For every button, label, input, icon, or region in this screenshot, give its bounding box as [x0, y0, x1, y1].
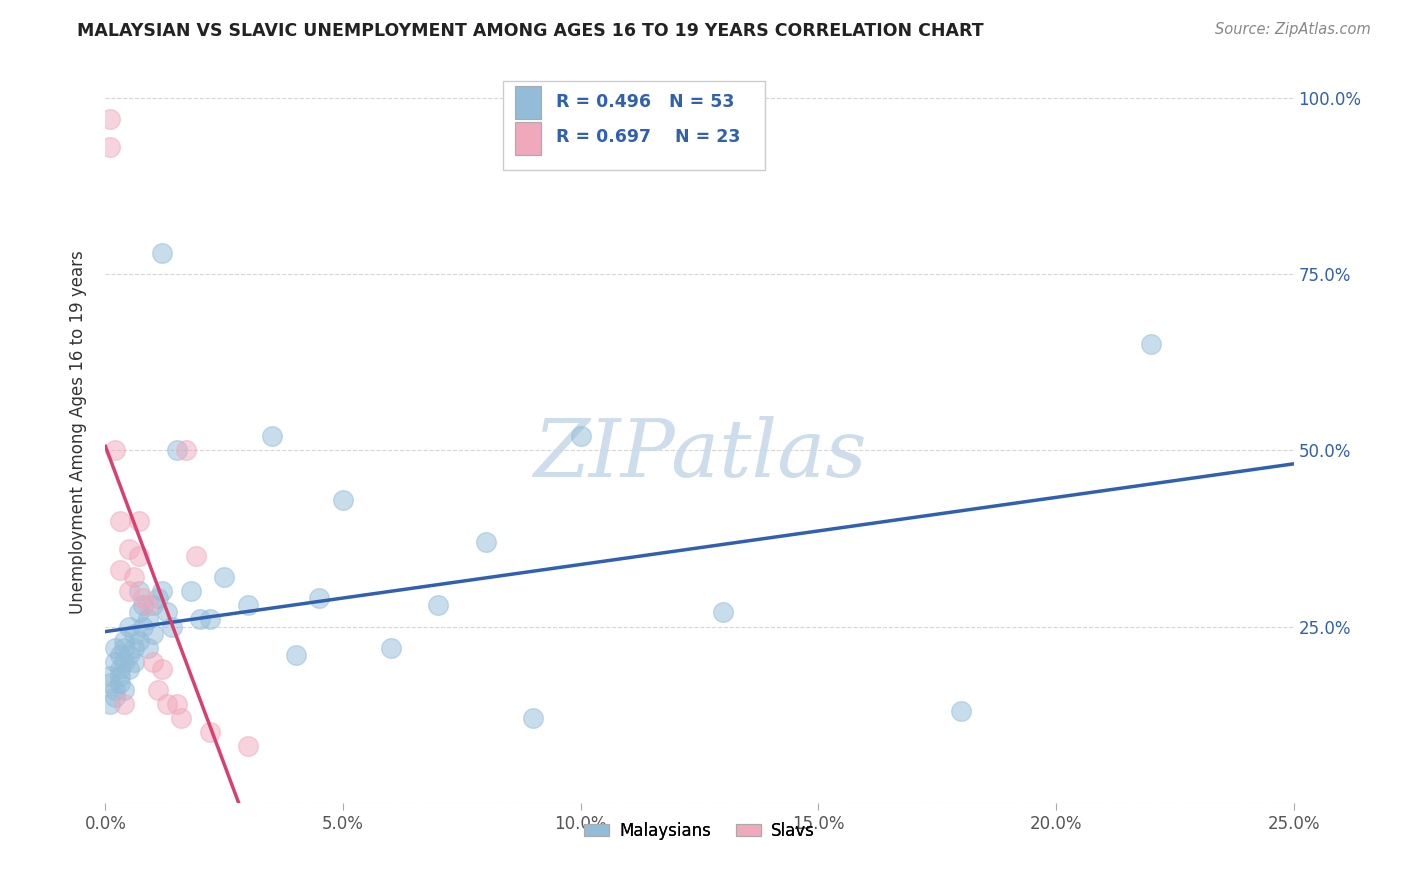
Point: [260, 429, 283, 443]
Point: [198, 725, 221, 739]
Point: [132, 619, 155, 633]
Point: [166, 697, 188, 711]
Point: [136, 599, 159, 613]
Point: [118, 584, 141, 599]
Text: MALAYSIAN VS SLAVIC UNEMPLOYMENT AMONG AGES 16 TO 19 YEARS CORRELATION CHART: MALAYSIAN VS SLAVIC UNEMPLOYMENT AMONG A…: [77, 22, 984, 40]
Point: [118, 619, 141, 633]
Point: [170, 711, 193, 725]
Text: R = 0.496   N = 53: R = 0.496 N = 53: [555, 93, 734, 111]
Point: [128, 584, 150, 599]
Point: [152, 584, 174, 599]
Point: [114, 640, 136, 655]
Point: [98, 140, 121, 154]
Point: [98, 112, 121, 126]
Point: [156, 697, 179, 711]
Point: [108, 662, 131, 676]
Point: [104, 443, 127, 458]
Point: [380, 640, 402, 655]
Y-axis label: Unemployment Among Ages 16 to 19 years: Unemployment Among Ages 16 to 19 years: [69, 251, 87, 615]
Text: R = 0.697    N = 23: R = 0.697 N = 23: [555, 128, 740, 146]
Point: [214, 570, 236, 584]
Point: [142, 599, 165, 613]
Point: [118, 662, 141, 676]
Point: [98, 676, 121, 690]
Point: [122, 626, 145, 640]
Point: [1140, 337, 1163, 351]
Point: [184, 549, 207, 563]
FancyBboxPatch shape: [503, 81, 765, 169]
Point: [332, 492, 354, 507]
Point: [146, 683, 169, 698]
Point: [128, 633, 150, 648]
Point: [104, 690, 127, 704]
Point: [128, 514, 150, 528]
Point: [108, 648, 131, 662]
Point: [190, 612, 212, 626]
Point: [108, 514, 131, 528]
Point: [104, 640, 127, 655]
Point: [308, 591, 330, 606]
Point: [98, 669, 121, 683]
Point: [136, 640, 159, 655]
Point: [236, 599, 259, 613]
Legend: Malaysians, Slavs: Malaysians, Slavs: [578, 815, 821, 847]
Point: [174, 443, 197, 458]
Point: [166, 443, 188, 458]
Point: [146, 591, 169, 606]
Point: [104, 683, 127, 698]
FancyBboxPatch shape: [516, 87, 541, 120]
Point: [114, 697, 136, 711]
Point: [711, 606, 734, 620]
Point: [522, 711, 544, 725]
Point: [156, 606, 179, 620]
Point: [118, 541, 141, 556]
Point: [142, 626, 165, 640]
Point: [114, 633, 136, 648]
Point: [132, 599, 155, 613]
Point: [569, 429, 592, 443]
Point: [427, 599, 450, 613]
Point: [180, 584, 202, 599]
Point: [474, 535, 496, 549]
Point: [142, 655, 165, 669]
Point: [128, 549, 150, 563]
Point: [122, 570, 145, 584]
Point: [98, 697, 121, 711]
Point: [136, 612, 159, 626]
Point: [132, 591, 155, 606]
Point: [118, 648, 141, 662]
Point: [104, 655, 127, 669]
Point: [114, 683, 136, 698]
Point: [128, 606, 150, 620]
Point: [122, 640, 145, 655]
FancyBboxPatch shape: [516, 121, 541, 155]
Point: [160, 619, 183, 633]
Point: [108, 669, 131, 683]
Point: [108, 676, 131, 690]
Point: [198, 612, 221, 626]
Point: [152, 662, 174, 676]
Point: [152, 245, 174, 260]
Point: [114, 655, 136, 669]
Point: [949, 704, 972, 718]
Text: Source: ZipAtlas.com: Source: ZipAtlas.com: [1215, 22, 1371, 37]
Text: ZIPatlas: ZIPatlas: [533, 416, 866, 493]
Point: [284, 648, 307, 662]
Point: [236, 739, 259, 754]
Point: [108, 563, 131, 577]
Point: [122, 655, 145, 669]
